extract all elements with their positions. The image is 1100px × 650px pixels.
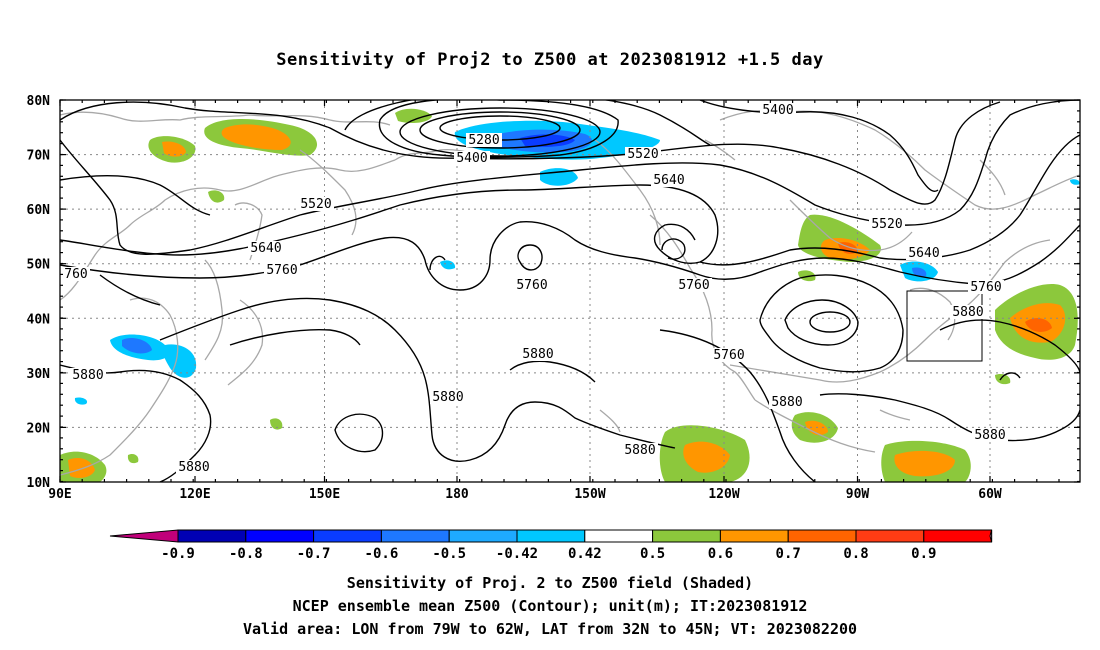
contour-label: 5880 xyxy=(432,390,463,405)
caption-line-2: NCEP ensemble mean Z500 (Contour); unit(… xyxy=(292,597,808,615)
colorbar-segment xyxy=(245,529,315,543)
contour-label: 5640 xyxy=(908,246,939,261)
colorbar-tick-label: -0.7 xyxy=(297,546,331,562)
colorbar-segment xyxy=(313,529,382,543)
caption-line-1: Sensitivity of Proj. 2 to Z500 field (Sh… xyxy=(346,574,754,592)
colorbar-tick-label: -0.42 xyxy=(496,546,538,562)
gridlines xyxy=(60,100,1080,482)
contour-label: 5880 xyxy=(624,443,655,458)
lon-label: 150E xyxy=(309,487,340,502)
colorbar-segment xyxy=(652,529,721,543)
contour-label: 5760 xyxy=(970,280,1001,295)
valid-area-box xyxy=(906,290,983,362)
colorbar-tick-label: 0.5 xyxy=(640,546,665,562)
lat-label: 30N xyxy=(27,367,51,382)
lat-label: 50N xyxy=(27,258,51,273)
colorbar-segment xyxy=(787,529,857,543)
colorbar-tick-label: -0.6 xyxy=(365,546,399,562)
lon-label: 150W xyxy=(574,487,605,502)
axis-ticks xyxy=(59,99,1080,483)
contour-label: 5760 xyxy=(678,278,709,293)
lat-label: 70N xyxy=(27,149,51,164)
colorbar-segment xyxy=(380,529,450,543)
colorbar-tick-label: 0.9 xyxy=(911,546,936,562)
colorbar-tick-label: -0.5 xyxy=(432,546,466,562)
lon-label: 120W xyxy=(708,487,739,502)
lon-label: 90W xyxy=(846,487,870,502)
lon-label: 60W xyxy=(978,487,1002,502)
contour-label: 5520 xyxy=(627,147,658,162)
colorbar-segment xyxy=(923,529,993,543)
contour-label: 5520 xyxy=(300,197,331,212)
lat-label: 60N xyxy=(27,203,51,218)
chart-title: Sensitivity of Proj2 to Z500 at 20230819… xyxy=(276,50,824,70)
colorbar-segment xyxy=(177,529,247,543)
lat-label: 10N xyxy=(27,476,51,491)
contour-label: 760 xyxy=(64,267,87,282)
contour-label: 5880 xyxy=(952,305,983,320)
colorbar-segment xyxy=(855,529,925,543)
colorbar: -0.9 -0.8 -0.7 -0.6 -0.5 -0.42 0.42 0.5 0.6 0.7 0.… xyxy=(109,529,993,562)
colorbar-segment xyxy=(584,529,654,543)
colorbar-segment xyxy=(109,529,179,543)
contour-label: 5880 xyxy=(72,368,103,383)
contour-label: 5880 xyxy=(974,428,1005,443)
contour-label: 5400 xyxy=(762,103,793,118)
colorbar-tick-label: -0.9 xyxy=(161,546,195,562)
contour-label: 5400 xyxy=(456,151,487,166)
lat-label: 20N xyxy=(27,421,51,436)
contour-label: 5640 xyxy=(653,173,684,188)
contour-labels: 5280 5400 5400 5520 5520 5520 5640 5640 5640 5760… xyxy=(62,103,1008,475)
contour-label: 5640 xyxy=(250,241,281,256)
contour-label: 5760 xyxy=(266,263,297,278)
colorbar-segment xyxy=(719,529,789,543)
colorbar-segment xyxy=(448,529,518,543)
lat-label: 40N xyxy=(27,312,51,327)
latitude-labels: 80N 70N 60N 50N 40N 30N 20N 10N xyxy=(27,94,51,491)
coastlines xyxy=(60,109,1080,476)
colorbar-tick-label: 0.8 xyxy=(843,546,868,562)
caption-line-3: Valid area: LON from 79W to 62W, LAT fro… xyxy=(242,620,858,638)
colorbar-tick-label: -0.8 xyxy=(229,546,263,562)
contour-label: 5760 xyxy=(516,278,547,293)
lat-label: 80N xyxy=(27,94,51,109)
contour-label: 5880 xyxy=(178,460,209,475)
contour-label: 5880 xyxy=(771,395,802,410)
colorbar-tick-label: 0.6 xyxy=(708,546,733,562)
longitude-labels: 90E 120E 150E 180 150W 120W 90W 60W xyxy=(48,487,1002,502)
lon-label: 120E xyxy=(179,487,210,502)
contour-label: 5880 xyxy=(522,347,553,362)
colorbar-segment xyxy=(516,529,586,543)
colorbar-tick-label: 0.7 xyxy=(776,546,801,562)
sensitivity-shading xyxy=(60,108,1080,482)
lon-label: 90E xyxy=(48,487,71,502)
contour-label: 5520 xyxy=(871,217,902,232)
contour-label: 5760 xyxy=(713,348,744,363)
colorbar-segment xyxy=(989,529,993,543)
lon-label: 180 xyxy=(445,487,469,502)
contour-label: 5280 xyxy=(468,133,499,148)
colorbar-tick-label: 0.42 xyxy=(568,546,602,562)
